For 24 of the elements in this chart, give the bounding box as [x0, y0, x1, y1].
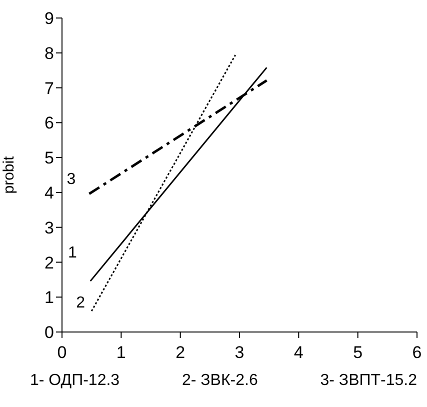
series-label: 2 [76, 294, 86, 312]
x-tick-label: 5 [353, 343, 363, 362]
y-tick-label: 6 [44, 114, 54, 133]
text: 3- ЗВПТ-15.2 [320, 372, 417, 390]
y-tick-label: 9 [44, 9, 54, 28]
series-label: 1 [68, 244, 77, 262]
y-tick-label: 0 [44, 323, 54, 342]
x-tick-label: 4 [294, 343, 304, 362]
y-tick-label: 3 [44, 218, 54, 238]
x-tick-label: 1 [116, 343, 126, 362]
y-tick-label: 5 [44, 148, 54, 168]
x-tick-label: 3 [234, 343, 244, 362]
text: 2- ЗВК-2.6 [182, 372, 258, 390]
x-tick-label: 6 [412, 343, 422, 362]
y-tick-label: 1 [44, 288, 54, 308]
y-tick-label: 8 [44, 44, 54, 63]
y-axis-title: probit [0, 155, 18, 194]
y-tick-label: 2 [44, 253, 54, 272]
x-tick-label: 0 [57, 343, 67, 362]
series-label: 3 [66, 171, 76, 188]
y-tick-label: 4 [44, 183, 54, 202]
x-tick-label: 2 [176, 343, 186, 362]
y-tick-label: 7 [44, 78, 54, 98]
text: 1- ОДП-12.3 [30, 372, 120, 390]
